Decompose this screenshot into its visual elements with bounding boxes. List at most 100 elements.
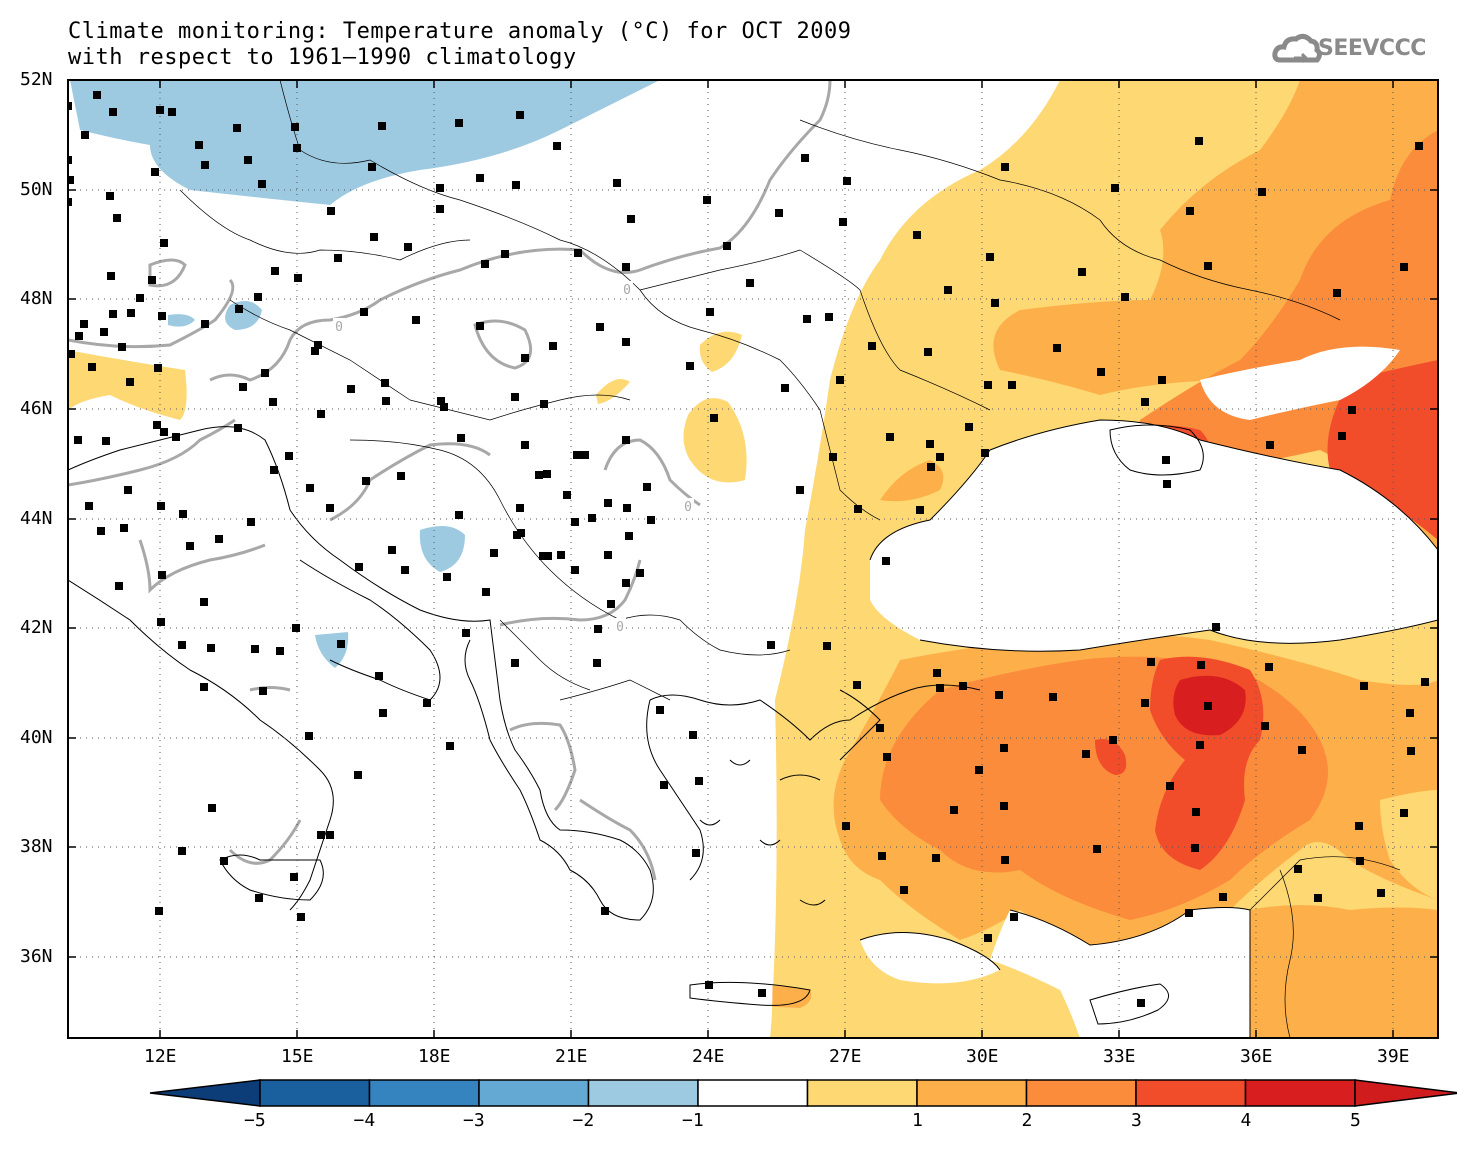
colorbar-tick-label: 1 (912, 1110, 923, 1131)
station-marker (647, 516, 655, 524)
station-marker (705, 981, 713, 989)
station-marker (440, 403, 448, 411)
station-marker (1261, 722, 1269, 730)
station-marker (1010, 913, 1018, 921)
lat-tick-label: 36N (20, 946, 53, 967)
station-marker (1212, 623, 1220, 631)
station-marker (886, 433, 894, 441)
station-marker (68, 198, 72, 206)
station-marker (107, 272, 115, 280)
station-marker (544, 552, 552, 560)
lat-tick-label: 46N (20, 398, 53, 419)
station-marker (878, 852, 886, 860)
station-marker (660, 781, 668, 789)
lon-tick-label: 18E (418, 1046, 451, 1067)
station-marker (511, 659, 519, 667)
station-marker (1265, 663, 1273, 671)
station-marker (233, 124, 241, 132)
station-marker (306, 484, 314, 492)
station-marker (933, 669, 941, 677)
station-marker (622, 579, 630, 587)
station-marker (235, 305, 243, 313)
station-marker (1356, 857, 1364, 865)
station-marker (1163, 480, 1171, 488)
station-marker (767, 641, 775, 649)
station-marker (270, 466, 278, 474)
station-marker (689, 731, 697, 739)
station-marker (355, 563, 363, 571)
warm-anomaly-patch (683, 398, 747, 483)
station-marker (168, 108, 176, 116)
station-marker (126, 378, 134, 386)
station-marker (1000, 744, 1008, 752)
station-marker (825, 313, 833, 321)
station-marker (1008, 381, 1016, 389)
station-marker (516, 504, 524, 512)
station-marker (85, 502, 93, 510)
colorbar-swatch (368, 1079, 480, 1107)
station-marker (404, 243, 412, 251)
station-marker (574, 249, 582, 257)
station-marker (446, 742, 454, 750)
colorbar-tick-label: −3 (463, 1110, 485, 1131)
lon-tick-label: 27E (829, 1046, 862, 1067)
station-marker (74, 436, 82, 444)
station-marker (604, 499, 612, 507)
station-marker (1186, 207, 1194, 215)
station-marker (179, 510, 187, 518)
station-marker (290, 873, 298, 881)
station-marker (829, 453, 837, 461)
station-marker (379, 709, 387, 717)
station-marker (516, 111, 524, 119)
station-marker (703, 196, 711, 204)
station-marker (97, 527, 105, 535)
station-marker (1049, 693, 1057, 701)
station-marker (443, 573, 451, 581)
station-marker (1421, 678, 1429, 686)
station-marker (1406, 709, 1414, 717)
station-marker (573, 451, 581, 459)
station-marker (293, 144, 301, 152)
station-marker (326, 831, 334, 839)
colorbar-tick-label: 4 (1240, 1110, 1252, 1131)
colorbar-tick-label: −4 (353, 1110, 376, 1131)
anomaly-shading (68, 80, 1438, 1038)
axis-ticks (68, 79, 1438, 1038)
cold-anomaly-patch (225, 301, 262, 330)
colorbar-swatch (259, 1079, 371, 1107)
station-marker (1000, 802, 1008, 810)
station-marker (118, 343, 126, 351)
station-marker (883, 753, 891, 761)
station-marker (854, 505, 862, 513)
seevccc-logo (1272, 33, 1322, 64)
station-marker (613, 179, 621, 187)
station-marker (563, 491, 571, 499)
station-marker (1141, 699, 1149, 707)
station-marker (1192, 808, 1200, 816)
station-marker (944, 286, 952, 294)
station-marker (695, 777, 703, 785)
colorbar-swatch (587, 1079, 699, 1107)
station-marker (370, 233, 378, 241)
station-marker (913, 231, 921, 239)
station-marker (244, 156, 252, 164)
station-marker (604, 551, 612, 559)
station-marker (201, 161, 209, 169)
station-marker (625, 532, 633, 540)
station-marker (1298, 746, 1306, 754)
station-marker (401, 566, 409, 574)
station-marker (501, 250, 509, 258)
station-marker (511, 393, 519, 401)
station-marker (436, 184, 444, 192)
station-marker (362, 477, 370, 485)
station-marker (1109, 736, 1117, 744)
station-marker (991, 299, 999, 307)
station-marker (686, 362, 694, 370)
station-marker (234, 424, 242, 432)
station-marker (158, 571, 166, 579)
station-marker (622, 436, 630, 444)
station-marker (382, 397, 390, 405)
station-marker (965, 423, 973, 431)
station-marker (1001, 856, 1009, 864)
station-marker (1204, 702, 1212, 710)
